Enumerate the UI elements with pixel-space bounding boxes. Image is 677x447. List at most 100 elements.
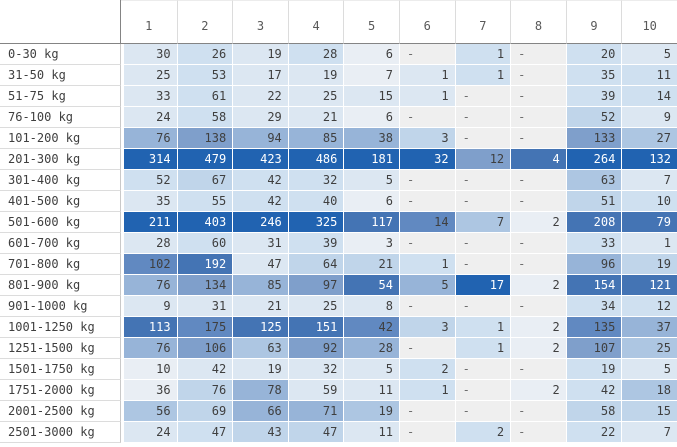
- data-cell: 69: [176, 401, 233, 422]
- data-cell: 34: [565, 296, 622, 317]
- data-cell: 76: [176, 380, 233, 401]
- row-label[interactable]: 2001-2500 kg: [0, 401, 121, 422]
- data-cell: 78: [232, 380, 288, 401]
- column-header-10[interactable]: 10: [621, 0, 677, 44]
- data-cell: -: [510, 128, 566, 149]
- data-cell: 22: [232, 86, 288, 107]
- column-header-1[interactable]: 1: [121, 0, 177, 44]
- row-label[interactable]: 1251-1500 kg: [0, 338, 121, 359]
- data-cell: 19: [343, 401, 399, 422]
- data-cell: 1: [398, 380, 455, 401]
- row-label[interactable]: 0-30 kg: [0, 44, 121, 65]
- table-row: 501-600 kg 211 403 246 325 117 14 7 2 208 79: [0, 212, 677, 233]
- data-cell: 17: [232, 65, 288, 86]
- data-cell: 33: [121, 86, 177, 107]
- data-cell: -: [454, 296, 511, 317]
- data-cell: 2: [454, 422, 511, 443]
- data-cell: -: [510, 44, 566, 65]
- data-cell: 28: [343, 338, 399, 359]
- row-label[interactable]: 601-700 kg: [0, 233, 121, 254]
- column-header-5[interactable]: 5: [343, 0, 399, 44]
- data-cell: 2: [510, 380, 566, 401]
- data-cell: 17: [454, 275, 511, 296]
- data-cell: 12: [621, 296, 677, 317]
- data-cell: -: [510, 233, 566, 254]
- data-cell: 11: [343, 380, 399, 401]
- data-cell: -: [454, 401, 511, 422]
- data-cell: 314: [121, 149, 177, 170]
- data-cell: 96: [565, 254, 622, 275]
- data-cell: 1: [398, 86, 455, 107]
- data-cell: 25: [121, 65, 177, 86]
- column-header-6[interactable]: 6: [398, 0, 455, 44]
- row-label[interactable]: 31-50 kg: [0, 65, 121, 86]
- data-cell: 20: [565, 44, 622, 65]
- row-label[interactable]: 51-75 kg: [0, 86, 121, 107]
- table-row: 1001-1250 kg 113 175 125 151 42 3 1 2 135 37: [0, 317, 677, 338]
- data-cell: 55: [176, 191, 233, 212]
- data-cell: -: [454, 191, 511, 212]
- row-label[interactable]: 701-800 kg: [0, 254, 121, 275]
- row-label[interactable]: 76-100 kg: [0, 107, 121, 128]
- column-header-2[interactable]: 2: [176, 0, 233, 44]
- row-label[interactable]: 1001-1250 kg: [0, 317, 121, 338]
- row-label[interactable]: 1501-1750 kg: [0, 359, 121, 380]
- data-cell: 31: [232, 233, 288, 254]
- data-cell: 2: [510, 275, 566, 296]
- data-cell: 21: [287, 107, 344, 128]
- data-cell: 5: [398, 275, 455, 296]
- data-cell: 1: [454, 44, 511, 65]
- row-label[interactable]: 1751-2000 kg: [0, 380, 121, 401]
- column-header-4[interactable]: 4: [287, 0, 344, 44]
- data-cell: 63: [565, 170, 622, 191]
- data-cell: 1: [398, 65, 455, 86]
- table-row: 1501-1750 kg 10 42 19 32 5 2- -19 5: [0, 359, 677, 380]
- table-row: 401-500 kg 35 55 42 40 6- - -51 10: [0, 191, 677, 212]
- data-cell: 35: [565, 65, 622, 86]
- row-label[interactable]: 501-600 kg: [0, 212, 121, 233]
- data-cell: 5: [343, 359, 399, 380]
- column-header-8[interactable]: 8: [510, 0, 566, 44]
- row-label[interactable]: 901-1000 kg: [0, 296, 121, 317]
- data-cell: 19: [232, 359, 288, 380]
- data-cell: 42: [565, 380, 622, 401]
- data-cell: 40: [287, 191, 344, 212]
- data-cell: 9: [621, 107, 677, 128]
- corner-cell: [0, 0, 121, 44]
- data-cell: 4: [510, 149, 566, 170]
- data-cell: 19: [621, 254, 677, 275]
- data-cell: 67: [176, 170, 233, 191]
- data-cell: -: [454, 359, 511, 380]
- data-cell: 6: [343, 107, 399, 128]
- data-cell: 59: [287, 380, 344, 401]
- data-cell: 12: [454, 149, 511, 170]
- table-row: 2001-2500 kg 56 69 66 71 19- - -58 15: [0, 401, 677, 422]
- data-cell: 486: [287, 149, 344, 170]
- data-cell: 2: [510, 212, 566, 233]
- row-label[interactable]: 301-400 kg: [0, 170, 121, 191]
- data-cell: 63: [232, 338, 288, 359]
- data-cell: 37: [621, 317, 677, 338]
- data-cell: 1: [621, 233, 677, 254]
- data-cell: 7: [621, 170, 677, 191]
- row-label[interactable]: 201-300 kg: [0, 149, 121, 170]
- data-cell: 5: [343, 170, 399, 191]
- column-header-3[interactable]: 3: [232, 0, 288, 44]
- row-label[interactable]: 801-900 kg: [0, 275, 121, 296]
- row-label[interactable]: 2501-3000 kg: [0, 422, 121, 443]
- data-cell: 6: [343, 191, 399, 212]
- row-label[interactable]: 101-200 kg: [0, 128, 121, 149]
- data-cell: 14: [398, 212, 455, 233]
- data-cell: 181: [343, 149, 399, 170]
- data-cell: 10: [621, 191, 677, 212]
- data-cell: 28: [287, 44, 344, 65]
- data-cell: -: [510, 422, 566, 443]
- data-cell: 36: [121, 380, 177, 401]
- column-header-9[interactable]: 9: [565, 0, 622, 44]
- data-cell: -: [510, 65, 566, 86]
- row-label[interactable]: 401-500 kg: [0, 191, 121, 212]
- data-cell: 29: [232, 107, 288, 128]
- data-cell: 51: [565, 191, 622, 212]
- data-cell: 1: [454, 338, 511, 359]
- column-header-7[interactable]: 7: [454, 0, 511, 44]
